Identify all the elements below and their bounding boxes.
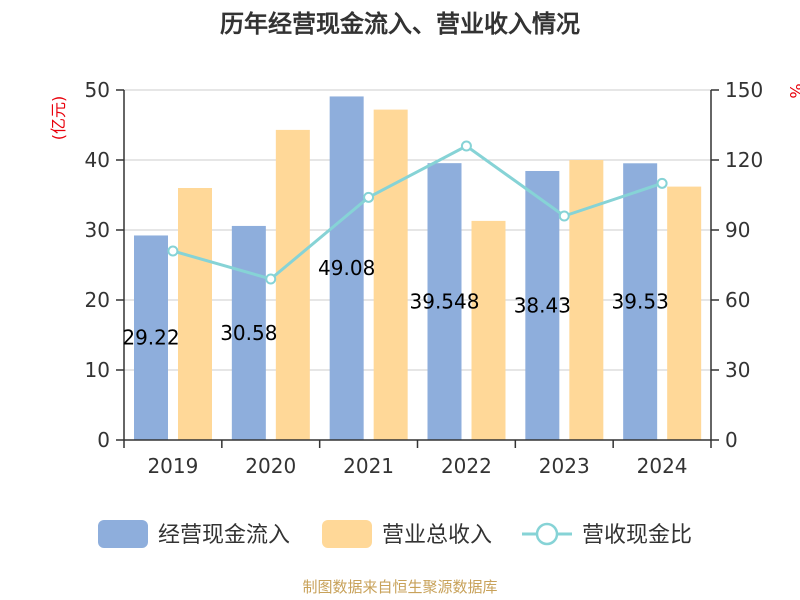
x-tick-label-2021: 2021 [343, 454, 394, 478]
bar-revenue-2019 [178, 188, 212, 440]
bar-cash-inflow-2023 [525, 170, 560, 441]
ratio-point-2019 [167, 245, 179, 257]
bar-revenue-2020 [275, 129, 310, 440]
source-note: 制图数据来自恒生聚源数据库 [302, 578, 497, 596]
right-tick-label-1: 30 [725, 358, 750, 382]
right-tick-label-4: 120 [725, 148, 763, 172]
legend-swatch-marker-2 [535, 522, 559, 546]
bar-revenue-2023 [569, 160, 604, 440]
left-tick-label-2: 20 [85, 288, 110, 312]
ratio-point-2020 [265, 273, 277, 285]
right-tick-label-3: 90 [725, 218, 750, 242]
left-tick-label-0: 0 [97, 428, 110, 452]
x-tick-label-2020: 2020 [245, 454, 296, 478]
legend-label-1: 营业总收入 [382, 523, 492, 548]
left-tick-label-4: 40 [85, 148, 110, 172]
right-tick-label-0: 0 [725, 428, 738, 452]
bar-cash-inflow-2020 [231, 225, 266, 440]
legend-label-2: 营收现金比 [582, 523, 692, 548]
ratio-point-2022 [460, 140, 472, 152]
left-tick-label-1: 10 [85, 358, 110, 382]
x-tick-label-2019: 2019 [147, 454, 198, 478]
right-tick-label-5: 150 [725, 78, 763, 102]
ratio-point-2021 [363, 191, 375, 203]
bar-revenue-2022 [471, 220, 506, 440]
ratio-line-path [172, 144, 663, 281]
bar-cash-inflow-2024 [623, 163, 658, 441]
data-label-2023: 38.43 [514, 293, 571, 317]
bar-cash-inflow-2022 [427, 163, 462, 440]
legend-swatch-1 [322, 520, 372, 548]
grid [124, 89, 711, 441]
left-axis-unit: (亿元) [49, 96, 68, 141]
bar-revenue-2024 [667, 186, 702, 440]
bar-cash-inflow-2019 [134, 235, 168, 440]
data-label-2021: 49.08 [318, 256, 375, 280]
bars [134, 96, 702, 441]
left-tick-label-5: 50 [85, 78, 110, 102]
data-label-2022: 39.548 [410, 290, 480, 314]
left-tick-label-3: 30 [85, 218, 110, 242]
bar-revenue-2021 [373, 109, 408, 440]
right-axis-unit: % [786, 83, 800, 98]
x-tick-label-2023: 2023 [539, 454, 590, 478]
data-label-2024: 39.53 [612, 290, 669, 314]
chart-title: 历年经营现金流入、营业收入情况 [220, 10, 580, 38]
data-label-2020: 30.58 [220, 321, 277, 345]
ratio-line [167, 140, 668, 285]
legend: 经营现金流入 营业总收入 营收现金比 [98, 520, 692, 548]
bar-cash-inflow-2021 [329, 96, 364, 440]
x-tick-label-2022: 2022 [441, 454, 492, 478]
data-label-2019: 29.22 [122, 326, 179, 350]
right-tick-label-2: 60 [725, 288, 750, 312]
ratio-point-2024 [656, 177, 668, 189]
ratio-point-2023 [558, 210, 570, 222]
x-tick-label-2024: 2024 [637, 454, 688, 478]
legend-swatch-0 [98, 520, 148, 548]
axes: 0 10 20 30 40 50 0 30 60 90 120 150 2019 2020 2021 2022… [85, 78, 764, 478]
data-labels: 29.22 30.58 49.08 39.548 38.43 39.53 [122, 256, 668, 350]
legend-label-0: 经营现金流入 [158, 523, 290, 548]
